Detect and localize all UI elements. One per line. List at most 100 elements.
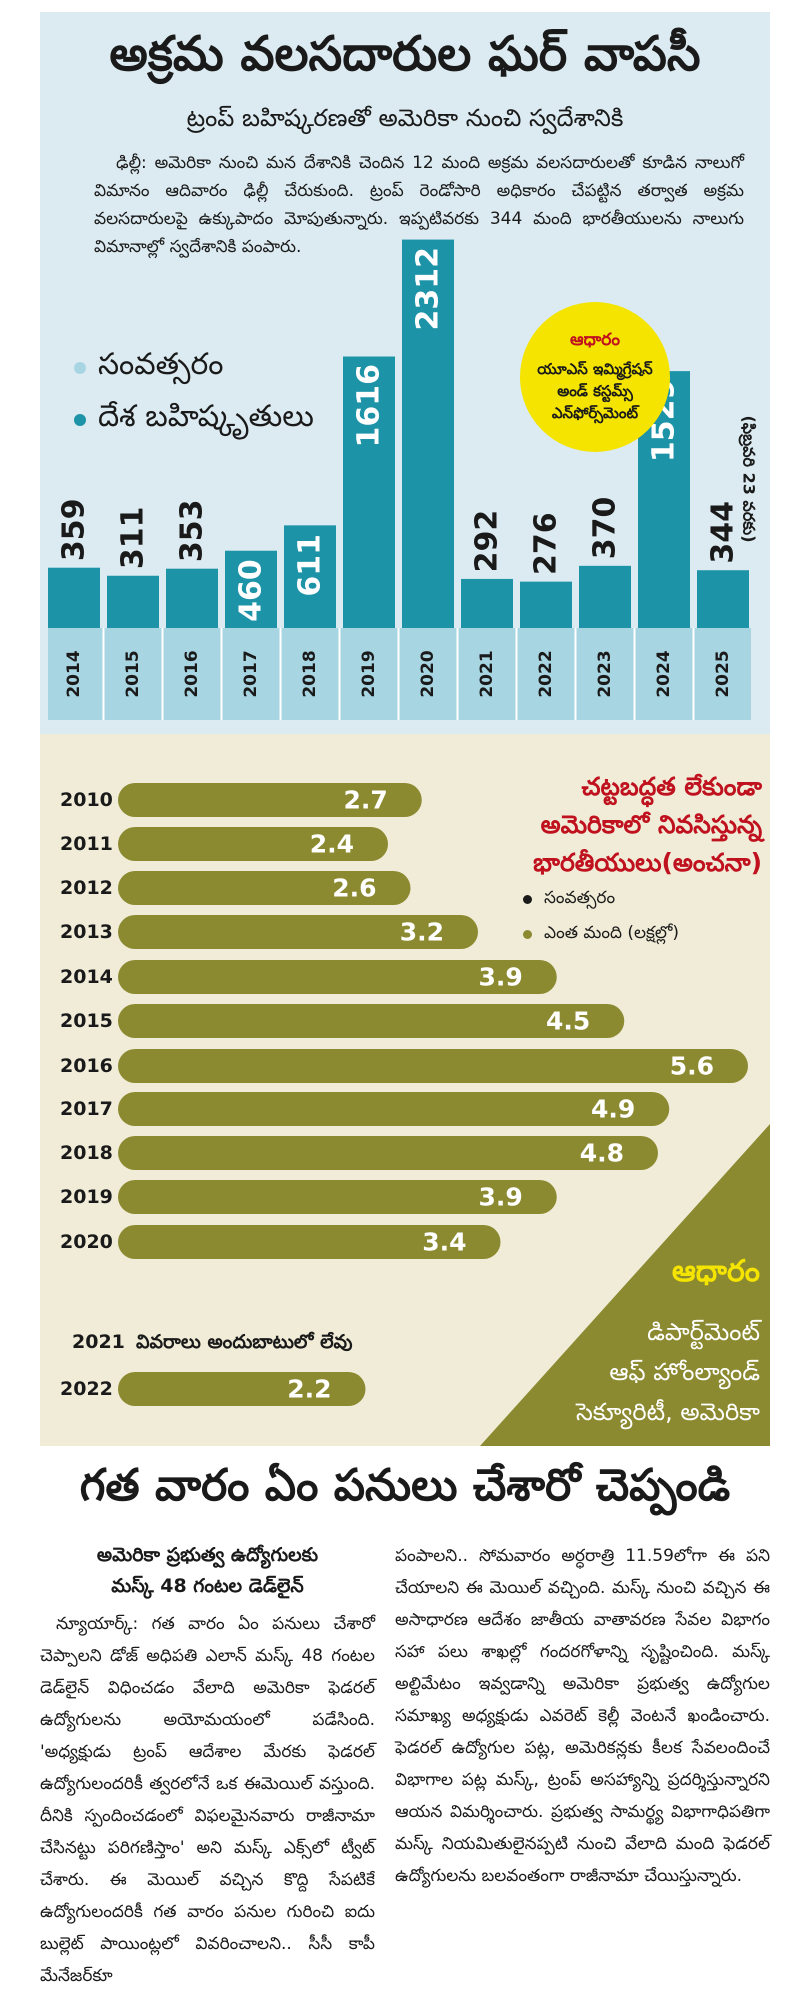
article2-subtitle-line: మస్క్ 48 గంటల డెడ్‌లైన్ [111, 1575, 304, 1597]
bar-2014 [48, 567, 100, 628]
date-note-text: (ఫిబ్రవరి 23 వరకు) [739, 415, 759, 543]
legend-dot-year [74, 362, 86, 374]
bar-value-label: 276 [529, 512, 564, 575]
article-headline: అక్రమ వలసదారుల ఘర్ వాపసీ [109, 26, 701, 82]
legend-dot-count [523, 930, 532, 939]
legend-label-year: సంవత్సరం [98, 347, 224, 382]
year-tick-label: 2014 [64, 650, 84, 697]
chart2-title: చట్టబద్ధత లేకుండా అమెరికాలో నివసిస్తున్న… [40, 768, 766, 882]
bar-2018 [284, 525, 336, 628]
source-line: యూఎస్ ఇమ్మిగ్రేషన్ [537, 360, 653, 378]
deportation-infographic: అక్రమ వలసదారుల ఘర్ వాపసీ ట్రంప్ బహిష్కరణ… [40, 12, 770, 734]
hbar-year-label: 2020 [60, 1231, 113, 1253]
hbar-2020 [118, 1225, 501, 1259]
hbar-year-label: 2015 [60, 1010, 113, 1032]
legend-label-count: ఎంత మంది (లక్షల్లో) [544, 922, 680, 943]
article2-subtitle-line: అమెరికా ప్రభుత్వ ఉద్యోగులకు [96, 1544, 319, 1566]
legend-label-deported: దేశ బహిష్కృతులు [98, 399, 314, 434]
bar-value-label: 353 [175, 499, 210, 562]
bar-value-label: 611 [293, 534, 328, 597]
year-tick-label: 2025 [713, 650, 733, 697]
undocumented-indians-infographic: చట్టబద్ధత లేకుండా అమెరికాలో నివసిస్తున్న… [40, 734, 770, 1446]
hbar-2014 [118, 960, 557, 994]
hbar-2011 [118, 827, 388, 861]
hbar-year-label: 2017 [60, 1098, 113, 1120]
hbar-2013 [118, 915, 478, 949]
chart2-source-line: సెక్యూరిటీ, అమెరికా [575, 1398, 760, 1426]
source-line: ఎన్‌ఫోర్స్‌మెంట్ [551, 404, 639, 422]
bar-2022 [520, 581, 572, 628]
legend-dot-deported [74, 414, 86, 426]
year-tick-label: 2024 [654, 650, 674, 697]
bar-value-label: 2312 [411, 247, 446, 331]
article2-column-2: పంపాలని.. సోమవారం అర్ధరాత్రి 11.59లోగా ఈ… [395, 1540, 770, 1892]
bar-value-label: 359 [57, 498, 92, 561]
missing-year-row: 2021 వివరాలు అందుబాటులో లేవు [72, 1331, 353, 1358]
bar-2025 [697, 570, 749, 628]
hbar-year-label: 2019 [60, 1186, 113, 1208]
source-line: అండ్ కస్టమ్స్ [557, 382, 633, 400]
chart2-title-line: భారతీయులు(అంచనా) [533, 848, 762, 877]
legend-item-year: సంవత్సరం [523, 882, 679, 917]
article-subheadline: ట్రంప్ బహిష్కరణతో అమెరికా నుంచి స్వదేశాన… [186, 104, 624, 132]
hbar-value-label: 3.9 [478, 963, 522, 992]
hbar-year-label: 2018 [60, 1142, 113, 1164]
missing-year-note: వివరాలు అందుబాటులో లేవు [136, 1331, 353, 1353]
bar-2020 [402, 239, 454, 629]
chart2-source-label: ఆధారం [671, 1254, 760, 1289]
hbar-value-label: 4.5 [546, 1007, 590, 1036]
article2-headline: గత వారం ఏం పనులు చేశారో చెప్పండి [79, 1460, 731, 1511]
article2-body-col1: న్యూయార్క్: గత వారం ఏం పనులు చేశారో చెప్… [40, 1614, 375, 1986]
year-tick-label: 2021 [477, 650, 497, 697]
bar-value-label: 1616 [352, 364, 387, 448]
hbar-2018 [118, 1136, 658, 1170]
legend-item-count: ఎంత మంది (లక్షల్లో) [523, 917, 679, 952]
source-label: ఆధారం [570, 330, 620, 350]
hbar-value-label: 5.6 [670, 1052, 714, 1081]
bar-2016 [166, 568, 218, 628]
article2-subtitle: అమెరికా ప్రభుత్వ ఉద్యోగులకు మస్క్ 48 గంట… [40, 1540, 375, 1602]
hbar-value-label: 4.9 [591, 1095, 635, 1124]
article2-body-col2: పంపాలని.. సోమవారం అర్ధరాత్రి 11.59లోగా ఈ… [395, 1546, 770, 1886]
article-paragraph: ఢిల్లీ: అమెరికా నుంచి మన దేశానికి చెందిన… [94, 153, 744, 257]
chart2-source: ఆధారం డిపార్ట్‌మెంట్ ఆఫ్ హోంల్యాండ్ సెక్… [510, 1254, 768, 1432]
year-tick-label: 2022 [536, 650, 556, 697]
hbar-2010 [118, 783, 422, 817]
year-tick-label: 2020 [418, 650, 438, 697]
legend-item-deported: దేశ బహిష్కృతులు [74, 394, 314, 446]
chart2-legend: సంవత్సరం ఎంత మంది (లక్షల్లో) [523, 882, 679, 952]
hbar-value-label: 3.4 [422, 1228, 466, 1257]
deportations-bar-chart: 359 2014 311 2015 353 2016 460 2017 611 2018 1616 2… [48, 239, 751, 720]
bar-value-label: 370 [588, 497, 623, 560]
chart2-title-line: చట్టబద్ధత లేకుండా [581, 772, 762, 801]
article2-column-1: అమెరికా ప్రభుత్వ ఉద్యోగులకు మస్క్ 48 గంట… [40, 1540, 375, 1992]
bar-value-label: 460 [234, 559, 269, 622]
source-corner-triangle [480, 1124, 770, 1446]
year-tick-label: 2016 [182, 650, 202, 697]
year-tick-label: 2017 [241, 650, 261, 697]
hbar-2015 [118, 1004, 625, 1038]
year-tick-label: 2018 [300, 650, 320, 697]
hbar-year-label: 2022 [60, 1378, 113, 1400]
year-tick-label: 2023 [595, 650, 615, 697]
bar-value-label: 344 [706, 501, 741, 564]
legend-label-year: సంవత్సరం [544, 887, 616, 908]
missing-year: 2021 [72, 1331, 125, 1353]
chart2-source-line: ఆఫ్ హోంల్యాండ్ [609, 1358, 760, 1386]
legend-dot-year [523, 895, 532, 904]
hbar-year-label: 2014 [60, 966, 113, 988]
hbar-2019 [118, 1180, 557, 1214]
hbar-value-label: 2.6 [332, 874, 376, 903]
hbar-value-label: 3.2 [400, 918, 444, 947]
hbar-value-label: 2.4 [310, 830, 354, 859]
hbar-year-label: 2011 [60, 833, 113, 855]
chart2-source-line: డిపార్ట్‌మెంట్ [647, 1318, 760, 1346]
hbar-2012 [118, 871, 411, 905]
bar-2021 [461, 578, 513, 628]
bar-2017 [225, 550, 277, 628]
hbar-2017 [118, 1092, 670, 1126]
hbar-value-label: 4.8 [580, 1139, 624, 1168]
hbar-value-label: 2.2 [287, 1375, 331, 1404]
chart2-title-line: అమెరికాలో నివసిస్తున్న [540, 810, 762, 839]
date-note: (ఫిబ్రవరి 23 వరకు) [730, 384, 764, 574]
